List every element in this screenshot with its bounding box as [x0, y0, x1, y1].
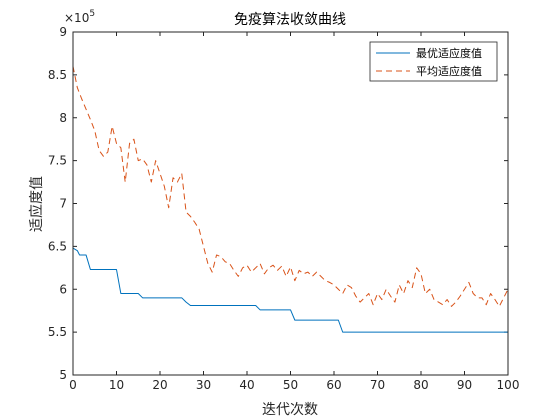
y-tick-label: 8.5 — [48, 68, 67, 82]
legend: 最优适应度值 平均适应度值 — [369, 41, 498, 82]
plot-frame — [72, 31, 509, 376]
x-tick-label: 90 — [457, 378, 472, 392]
y-multiplier-base: ×10 — [64, 11, 89, 25]
legend-label-average: 平均适应度值 — [416, 64, 482, 78]
y-multiplier-exponent: 5 — [89, 9, 95, 19]
chart-title: 免疫算法收敛曲线 — [234, 12, 346, 28]
x-tick-label: 10 — [109, 378, 124, 392]
x-tick-label: 80 — [413, 378, 428, 392]
x-tick-label: 60 — [326, 378, 341, 392]
y-axis-label: 适应度值 — [28, 176, 45, 232]
y-tick-label: 6.5 — [48, 239, 67, 253]
y-tick-label: 7.5 — [48, 154, 67, 168]
series-line-average — [72, 66, 509, 307]
plot-area — [73, 32, 508, 375]
y-multiplier: ×105 — [64, 9, 95, 25]
x-tick-label: 30 — [196, 378, 211, 392]
x-tick-label: 100 — [497, 378, 520, 392]
legend-box — [369, 41, 498, 82]
x-tick-label: 20 — [152, 378, 167, 392]
x-tick-label: 0 — [69, 378, 77, 392]
x-tick-label: 70 — [370, 378, 385, 392]
series-line-best — [72, 247, 508, 333]
x-tick-label: 40 — [239, 378, 254, 392]
y-tick-label: 5 — [59, 368, 67, 382]
y-tick-label: 9 — [59, 25, 67, 39]
legend-label-best: 最优适应度值 — [416, 46, 482, 60]
y-tick-label: 8 — [59, 111, 67, 125]
y-tick-label: 7 — [59, 197, 67, 211]
series-layer — [72, 66, 509, 333]
y-tick-label: 6 — [59, 282, 67, 296]
tick-layer: 0 10 20 30 40 50 60 70 80 90 100 5 5.5 6 6.5 7 7.5 8 8.5 9 — [48, 25, 520, 392]
y-tick-label: 5.5 — [48, 325, 67, 339]
x-tick-label: 50 — [283, 378, 298, 392]
x-axis-label: 迭代次数 — [262, 402, 318, 418]
